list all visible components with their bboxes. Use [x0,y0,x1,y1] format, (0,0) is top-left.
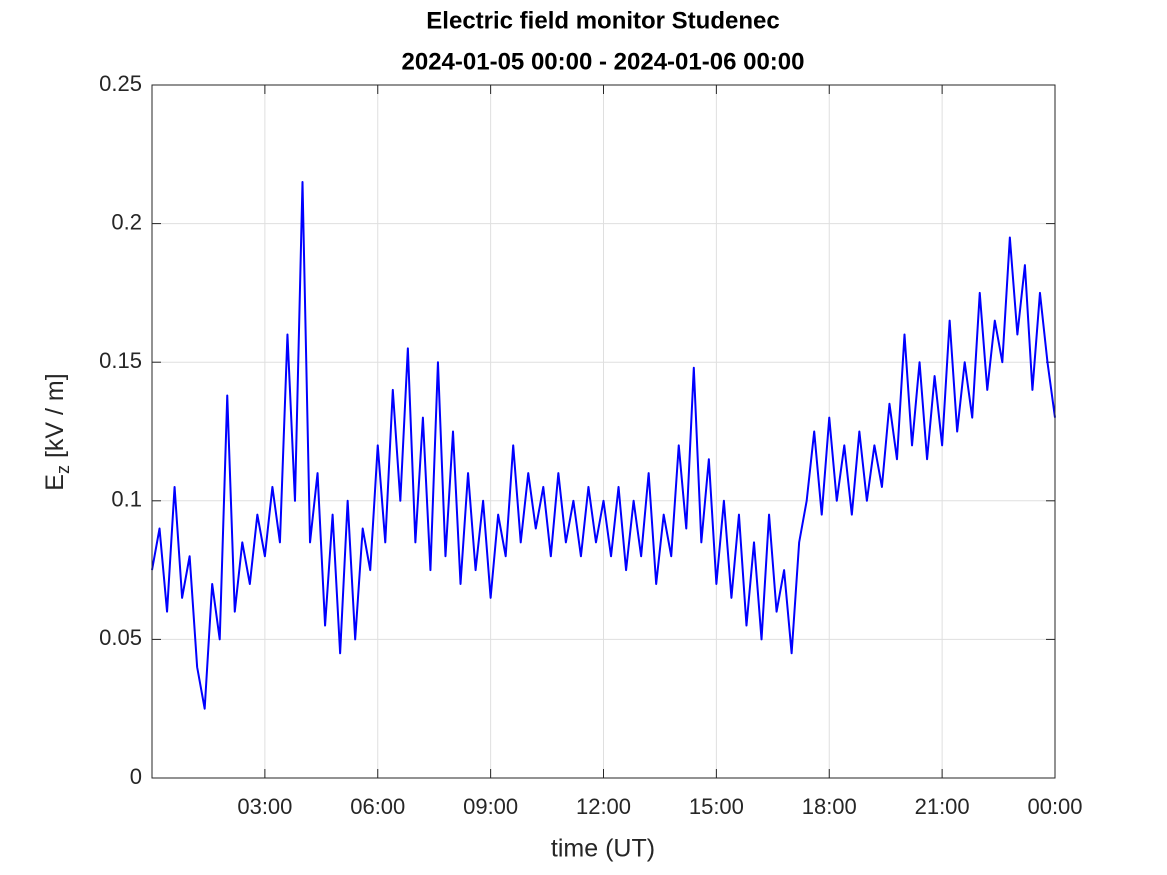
y-tick-label: 0.2 [111,209,142,234]
x-tick-label: 06:00 [350,794,405,819]
chart-title: Electric field monitor Studenec [426,7,779,34]
y-axis-label: Ez [kV / m] [41,373,73,490]
x-tick-label: 00:00 [1027,794,1082,819]
y-label-sub: z [53,465,73,474]
x-tick-label: 12:00 [576,794,631,819]
x-tick-label: 03:00 [237,794,292,819]
x-axis-label: time (UT) [551,835,655,863]
y-tick-label: 0.25 [99,71,142,96]
data-line [151,181,1056,710]
chart-subtitle: 2024-01-05 00:00 - 2024-01-06 00:00 [402,48,805,75]
y-tick-label: 0.05 [99,625,142,650]
x-tick-label: 18:00 [802,794,857,819]
x-tick-label: 09:00 [463,794,518,819]
y-label-main: E [41,474,69,491]
y-label-rest: [kV / m] [41,373,69,465]
y-tick-label: 0 [130,764,142,789]
x-tick-label: 15:00 [689,794,744,819]
plot-frame [151,84,1056,779]
y-tick-label: 0.15 [99,348,142,373]
x-tick-label: 21:00 [915,794,970,819]
y-tick-label: 0.1 [111,487,142,512]
